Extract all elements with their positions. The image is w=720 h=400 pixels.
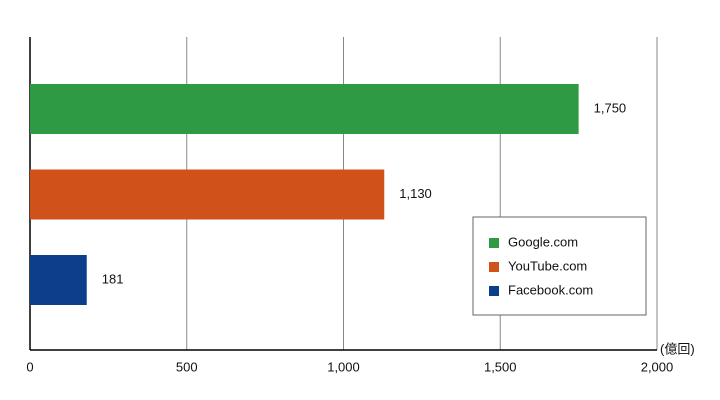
legend-swatch bbox=[489, 262, 499, 272]
bar bbox=[30, 169, 385, 220]
bar bbox=[30, 255, 87, 305]
x-tick-label: 1,500 bbox=[484, 359, 517, 374]
legend-label: Google.com bbox=[508, 234, 578, 249]
legend: Google.com YouTube.com Facebook.com bbox=[472, 216, 647, 316]
x-tick-label: 500 bbox=[176, 359, 198, 374]
legend-swatch bbox=[489, 238, 499, 248]
x-tick-label: 1,000 bbox=[327, 359, 360, 374]
bar bbox=[30, 84, 579, 134]
x-unit: (億回) bbox=[660, 341, 695, 356]
value-label: 1,130 bbox=[399, 186, 432, 201]
x-tick-label: 2,000 bbox=[641, 359, 674, 374]
value-label: 1,750 bbox=[594, 100, 627, 115]
legend-label: YouTube.com bbox=[508, 258, 587, 273]
value-label: 181 bbox=[102, 271, 124, 286]
legend-label: Facebook.com bbox=[508, 282, 593, 297]
legend-swatch bbox=[489, 286, 499, 296]
legend-box bbox=[472, 216, 647, 316]
x-tick-label: 0 bbox=[26, 359, 33, 374]
